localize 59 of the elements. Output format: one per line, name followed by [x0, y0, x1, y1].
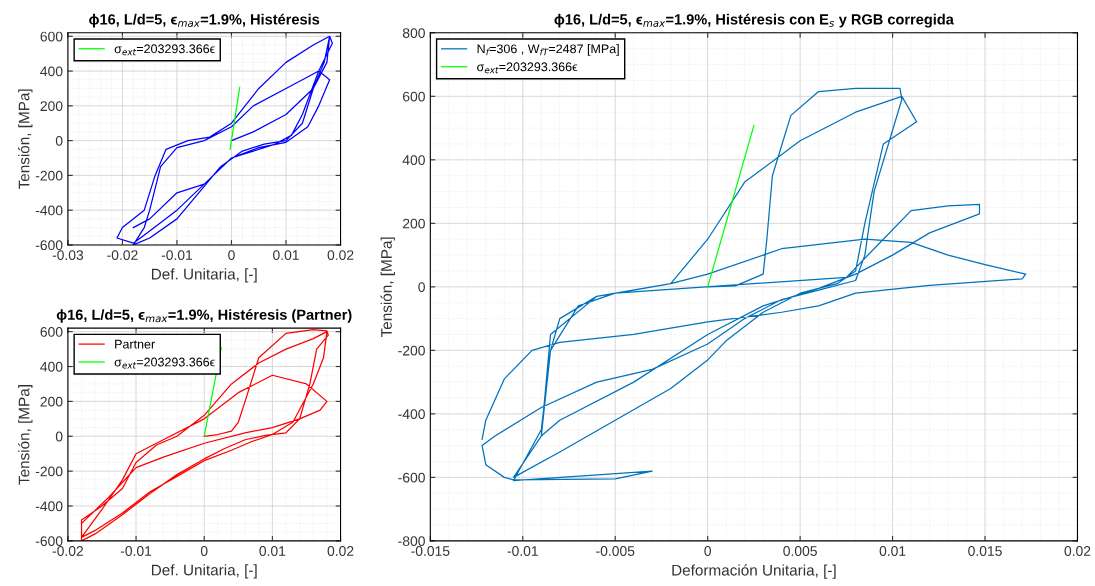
x-tick-label: 0.01 [273, 250, 299, 261]
x-tick-label: -0.02 [52, 546, 84, 556]
y-tick-label: 600 [40, 326, 63, 337]
legend-label: N$_{f}$=306 , W$_{fT}$=2487 [MPa] [477, 44, 619, 56]
y-axis-title: Tensión, [MPa] [380, 237, 395, 338]
x-tick-label: -0.01 [161, 250, 193, 261]
x-tick-label: 0.01 [259, 546, 286, 556]
y-tick-label: -600 [35, 240, 63, 251]
y-tick-label: 200 [40, 396, 63, 407]
line-series [481, 87, 1027, 482]
y-tick-label: -400 [398, 409, 425, 420]
y-tick-label: 200 [40, 101, 63, 112]
y-tick-label: 400 [40, 66, 63, 77]
legend-label: σ$_{ext}$=203293.366ϵ [114, 44, 215, 56]
line-series [116, 35, 333, 245]
y-tick-label: 600 [40, 31, 63, 42]
x-tick-label: 0.02 [1064, 546, 1091, 556]
y-axis-title: Tensión, [MPa] [18, 385, 33, 485]
x-tick-label: 0.02 [327, 546, 354, 556]
y-tick-label: -400 [35, 205, 63, 216]
y-tick-label: 0 [418, 282, 425, 293]
x-tick-label: -0.005 [596, 546, 635, 556]
line-series [80, 328, 329, 541]
y-tick-label: -600 [35, 536, 63, 547]
y-tick-label: 600 [403, 91, 425, 102]
x-tick-label: -0.01 [120, 546, 152, 556]
y-tick-label: -200 [35, 170, 63, 181]
x-axis-title: Def. Unitaria, [-] [151, 564, 257, 579]
y-axis-title: Tensión, [MPa] [18, 89, 33, 190]
chart-title: ϕ16, L/d=5, ϵ$_{max}$=1.9%, Histéresis con E$_{s}$ y RGB corregida [554, 13, 954, 28]
y-tick-label: -600 [398, 472, 425, 483]
x-tick-label: 0 [704, 546, 711, 556]
legend-label: σ$_{ext}$=203293.366ϵ [477, 62, 578, 74]
x-tick-label: -0.03 [52, 250, 84, 261]
x-tick-label: 0.005 [783, 546, 817, 556]
y-tick-label: 400 [40, 361, 63, 372]
x-tick-label: 0.02 [327, 250, 354, 261]
x-tick-label: 0 [228, 250, 235, 261]
y-tick-label: -800 [398, 536, 425, 547]
x-tick-label: 0 [200, 546, 208, 556]
y-tick-label: -200 [398, 345, 425, 356]
y-tick-label: 0 [55, 431, 63, 442]
y-tick-label: 400 [402, 155, 425, 165]
chart-title: ϕ16, L/d=5, ϵ$_{max}$=1.9%, Histéresis [89, 13, 320, 28]
y-tick-label: -400 [35, 501, 63, 512]
x-axis-title: Deformación Unitaria, [-] [672, 564, 836, 579]
legend-label: Partner [115, 339, 155, 349]
x-axis-title: Def. Unitaria, [-] [151, 268, 257, 283]
x-tick-label: 0.015 [968, 546, 1002, 556]
x-tick-label: 0.01 [879, 546, 906, 556]
chart-title: ϕ16, L/d=5, ϵ$_{max}$=1.9%, Histéresis (Partner) [56, 309, 352, 323]
x-tick-label: -0.015 [411, 546, 450, 556]
y-tick-label: -200 [35, 466, 63, 477]
x-tick-label: -0.02 [107, 250, 138, 261]
x-tick-label: -0.01 [507, 546, 538, 556]
y-tick-label: 0 [55, 135, 63, 146]
y-tick-label: 200 [403, 218, 425, 229]
legend-label: σ$_{ext}$=203293.366ϵ [114, 357, 215, 369]
y-tick-label: 800 [402, 28, 425, 38]
